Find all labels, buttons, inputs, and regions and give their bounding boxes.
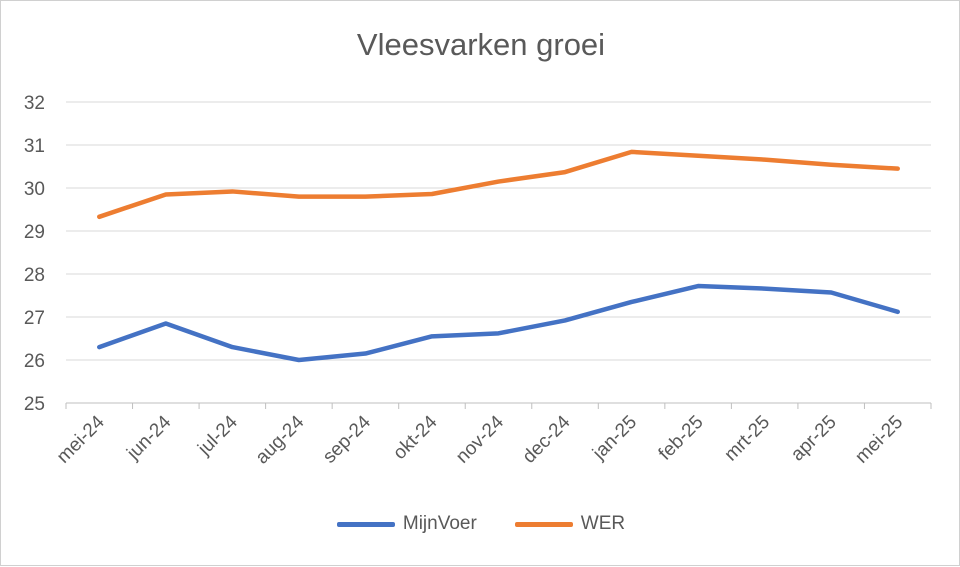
x-tick-label: okt-24 [389,411,441,463]
data-point-mijnvoer [696,284,700,288]
x-tick-label: dec-24 [519,411,575,467]
x-tick-label: jan-25 [588,412,641,465]
legend-item-mijnvoer: MijnVoer [336,513,477,535]
data-point-wer [164,192,168,196]
y-tick-label: 26 [24,351,45,372]
data-point-wer [629,150,633,154]
x-tick-label: mei-25 [851,412,907,468]
data-point-wer [363,194,367,198]
legend-item-wer: WER [514,513,626,535]
x-tick-label: feb-25 [655,412,708,465]
data-point-wer [430,192,434,196]
series-line-mijnvoer [97,283,900,363]
y-tick-label: 28 [24,265,45,286]
legend: MijnVoer WER [1,513,960,535]
x-tick-label: jul-24 [193,411,242,460]
data-point-wer [563,170,567,174]
chart-title: Vleesvarken groei [356,27,606,62]
x-tick-label: sep-24 [319,411,375,467]
y-tick-label: 32 [24,93,45,114]
data-point-mijnvoer [829,290,833,294]
x-tick-label: jun-24 [122,411,175,464]
y-tick-label: 30 [24,179,45,200]
data-point-mijnvoer [896,310,900,314]
data-point-mijnvoer [164,321,168,325]
y-tick-label: 29 [24,222,45,243]
legend-label-mijnvoer: MijnVoer [402,513,477,534]
legend-label-wer: WER [580,513,626,534]
y-tick-label: 25 [24,394,45,415]
data-point-mijnvoer [230,345,234,349]
data-point-wer [829,163,833,167]
data-point-mijnvoer [97,345,101,349]
data-point-mijnvoer [563,318,567,322]
data-point-wer [97,215,101,219]
x-tick-label: mei-24 [53,411,109,467]
data-point-wer [230,189,234,193]
data-point-wer [297,194,301,198]
data-point-wer [896,166,900,170]
data-point-wer [496,179,500,183]
x-tick-label: nov-24 [452,411,508,467]
series-line-wer [97,149,900,220]
data-point-mijnvoer [629,300,633,304]
x-tick-label: mrt-25 [721,412,775,466]
y-tick-label: 31 [24,136,45,157]
data-point-mijnvoer [430,334,434,338]
data-point-mijnvoer [496,331,500,335]
y-tick-label: 27 [24,308,45,329]
legend-swatch-wer [514,521,573,527]
data-point-mijnvoer [297,358,301,362]
data-point-wer [696,154,700,158]
x-tick-label: aug-24 [252,411,309,468]
data-point-wer [762,157,766,161]
data-point-mijnvoer [762,286,766,290]
legend-swatch-mijnvoer [336,521,395,527]
x-tick-label: apr-25 [787,412,841,466]
data-point-mijnvoer [363,351,367,355]
